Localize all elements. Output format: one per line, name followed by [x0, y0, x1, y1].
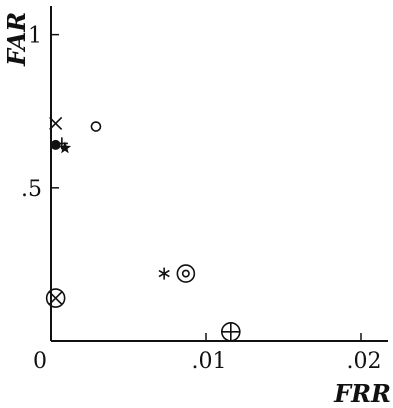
x-tick-label: .02 [347, 349, 382, 374]
tick-labels: 0 .01 .02 .5 1 [21, 24, 382, 374]
data-point-open-circle [90, 121, 102, 132]
y-tick-label: 1 [28, 24, 42, 49]
data-point-filled-circle [50, 139, 61, 150]
y-tick-label: .5 [21, 177, 42, 202]
data-point-circled-plus [221, 322, 241, 342]
x-tick-label: .01 [192, 349, 227, 374]
x-axis-title: FRR [333, 379, 391, 408]
data-point-star [58, 141, 72, 154]
axes [50, 6, 388, 342]
data-point-circled-x [45, 288, 66, 308]
data-point-asterisk [158, 267, 170, 280]
y-axis-title: FAR [2, 12, 31, 67]
x-tick-label: 0 [33, 349, 47, 374]
data-point-circled-dot [176, 264, 196, 283]
data-points [45, 116, 241, 342]
tick-marks [51, 33, 362, 341]
data-point-x-cross [49, 116, 63, 131]
